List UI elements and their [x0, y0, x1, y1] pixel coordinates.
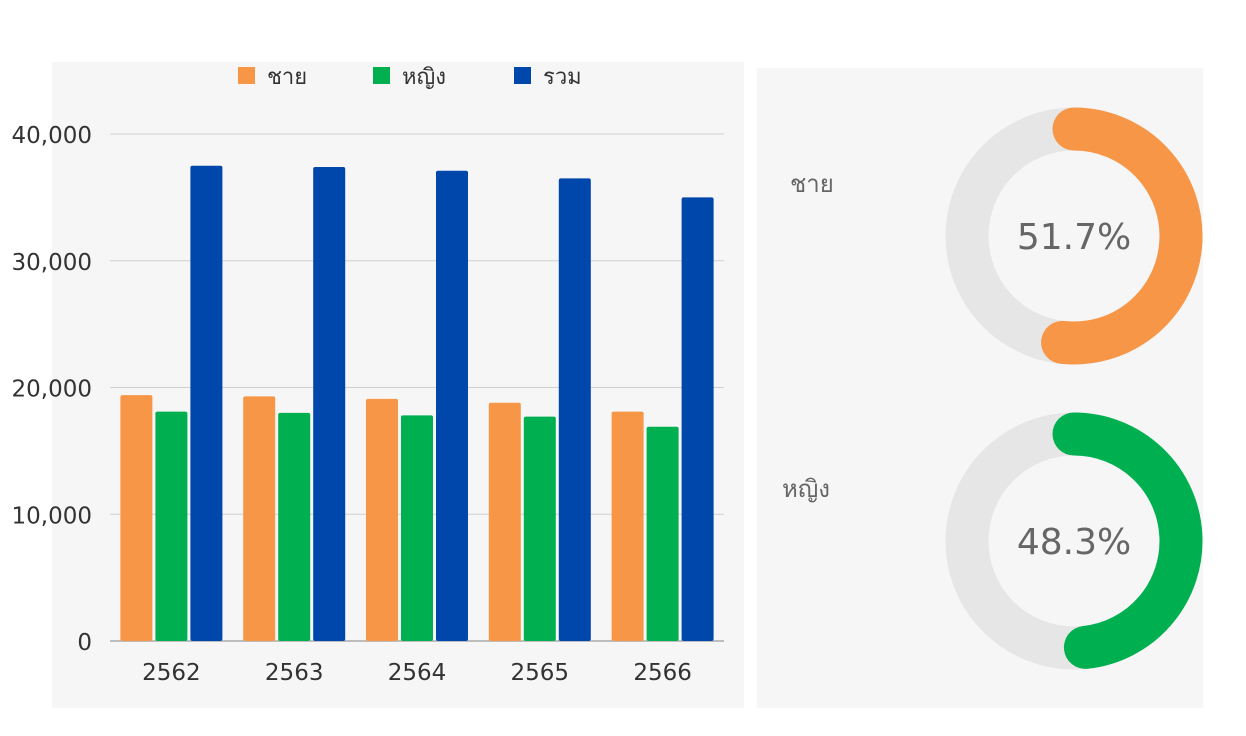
bar-2564-3[interactable]: [436, 170, 468, 641]
bar-2566-2[interactable]: [646, 426, 679, 641]
bar-2562-3[interactable]: [190, 165, 223, 641]
gauge-1: 51.7% ชาย: [790, 107, 1203, 365]
bar-2565-3[interactable]: [558, 178, 591, 642]
x-tick-label: 2565: [511, 660, 570, 686]
y-tick-label: 40,000: [12, 123, 92, 149]
bar-2566-1[interactable]: [611, 411, 644, 641]
gauge-label: ชาย: [790, 170, 834, 198]
y-tick-label: 20,000: [12, 377, 92, 403]
bar-2565-2[interactable]: [523, 416, 556, 641]
bars: [120, 165, 714, 642]
bar-2564-1[interactable]: [366, 398, 398, 641]
bar-2565-1[interactable]: [488, 402, 521, 641]
bar-2563-3[interactable]: [313, 166, 346, 641]
bar-2566-3[interactable]: [681, 197, 714, 641]
gauge-value: 51.7%: [1017, 217, 1131, 258]
legend-label[interactable]: รวม: [543, 65, 582, 90]
x-axis-ticks: 2562 2563 2564 2565 2566: [142, 660, 692, 686]
bar-2564-2[interactable]: [401, 415, 433, 641]
x-tick-label: 2566: [633, 660, 692, 686]
y-tick-label: 10,000: [12, 503, 92, 529]
legend-swatch: [373, 67, 390, 84]
y-tick-label: 0: [77, 630, 92, 656]
donut-gauges: 51.7% ชาย 48.3% หญิง: [782, 107, 1203, 670]
bar-2562-2[interactable]: [155, 411, 188, 641]
gauge-arc: [1041, 107, 1203, 365]
gauge-label: หญิง: [782, 475, 830, 503]
legend-swatch: [514, 67, 531, 84]
gauge-arc: [1052, 412, 1203, 669]
legend[interactable]: ชาย หญิง รวม: [238, 65, 582, 90]
gauge-value: 48.3%: [1017, 522, 1131, 563]
x-tick-label: 2562: [142, 660, 201, 686]
x-tick-label: 2563: [265, 660, 324, 686]
x-tick-label: 2564: [388, 660, 447, 686]
bar-2562-1[interactable]: [120, 395, 153, 641]
legend-swatch: [238, 67, 255, 84]
y-axis-ticks: 0 10,000 20,000 30,000 40,000: [12, 123, 92, 656]
bar-2563-2[interactable]: [278, 412, 311, 641]
gauge-2: 48.3% หญิง: [782, 412, 1203, 670]
bar-2563-1[interactable]: [243, 396, 276, 641]
legend-label[interactable]: ชาย: [267, 65, 307, 90]
legend-label[interactable]: หญิง: [402, 65, 446, 90]
y-tick-label: 30,000: [12, 250, 92, 276]
